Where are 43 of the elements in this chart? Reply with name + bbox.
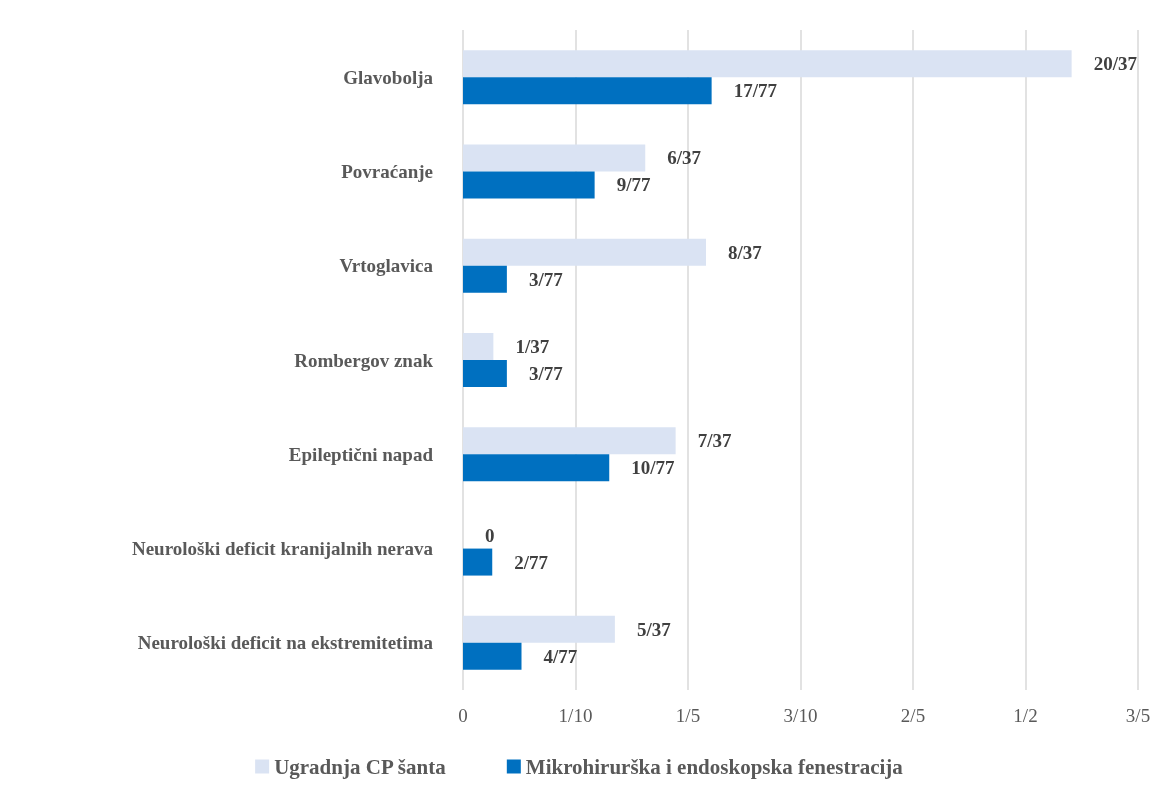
bar <box>463 615 615 643</box>
bar <box>463 50 1072 78</box>
data-label: 7/37 <box>697 430 732 452</box>
y-tick-label: Rombergov znak <box>294 349 434 371</box>
data-label: 4/77 <box>543 645 578 667</box>
bar <box>463 360 507 387</box>
data-label: 9/77 <box>616 174 651 196</box>
bar <box>463 77 712 105</box>
data-label: 10/77 <box>631 457 676 479</box>
bar <box>463 548 493 576</box>
data-label: 1/37 <box>515 336 550 357</box>
bar <box>463 427 676 455</box>
legend-label: Ugradnja CP šanta <box>274 754 447 779</box>
y-tick-label: Neurološki deficit kranijalnih nerava <box>131 538 434 560</box>
data-label: 3/77 <box>528 363 564 384</box>
bar <box>463 642 522 670</box>
x-tick-label: 3/10 <box>783 705 818 726</box>
y-tick-label: Neurološki deficit na ekstremitetima <box>137 632 434 654</box>
bar <box>463 265 507 293</box>
y-tick-label: Povraćanje <box>341 160 433 182</box>
x-tick-label: 3/5 <box>1125 705 1151 726</box>
y-tick-label: Epileptični napad <box>288 443 434 465</box>
legend-label: Mikrohirurška i endoskopska fenestracija <box>525 754 904 779</box>
data-label: 0 <box>485 524 495 546</box>
y-tick-label: Vrtoglavica <box>339 255 434 277</box>
data-label: 3/77 <box>528 268 564 290</box>
data-label: 17/77 <box>733 80 778 102</box>
bar <box>463 171 595 199</box>
x-tick-label: 0 <box>458 705 468 726</box>
bar <box>463 454 610 482</box>
data-label: 5/37 <box>636 618 672 640</box>
bar <box>463 333 494 360</box>
data-label: 20/37 <box>1093 53 1138 75</box>
x-tick-label: 1/2 <box>1013 705 1038 726</box>
x-tick-label: 1/10 <box>558 705 593 726</box>
y-tick-label: Glavobolja <box>343 66 434 88</box>
x-tick-label: 1/5 <box>675 705 701 726</box>
data-label: 2/77 <box>514 551 549 573</box>
data-label: 6/37 <box>667 147 702 169</box>
x-tick-label: 2/5 <box>900 705 926 726</box>
bar <box>463 144 646 172</box>
data-label: 8/37 <box>728 241 763 263</box>
bar <box>463 238 706 266</box>
